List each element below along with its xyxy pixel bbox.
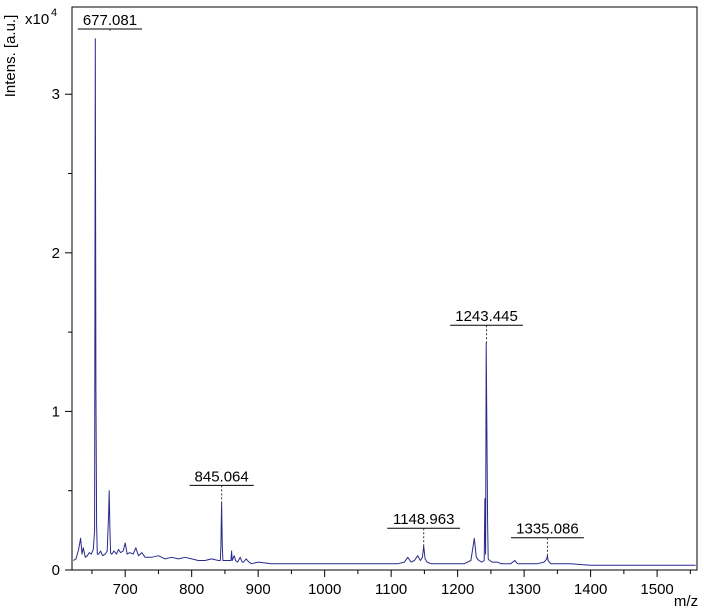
x-axis-title: m/z (674, 593, 698, 610)
peak-annotation: 1243.445 (450, 308, 523, 344)
x-tick-label: 1000 (308, 581, 341, 598)
x-tick-label: 700 (113, 581, 138, 598)
x-tick-label: 1100 (375, 581, 407, 598)
plot-area (73, 38, 696, 566)
y-tick-label: 3 (52, 86, 60, 103)
peak-annotation: 677.081 (77, 12, 143, 31)
axis-ticks: 700 800 900 1000 1100 1200 1300 1400 1500 0 1 2 3 (52, 86, 691, 598)
y-tick-label: 2 (52, 245, 60, 262)
peak-annotations: 677.081 845.064 1148.963 1243.445 1335.086 (77, 12, 584, 556)
y-tick-label: 0 (52, 562, 60, 579)
peak-label: 1148.963 (393, 511, 454, 528)
x-tick-label: 1500 (640, 581, 673, 598)
x-tick-label: 900 (246, 581, 271, 598)
peak-label: 845.064 (195, 468, 249, 485)
peak-annotation: 1335.086 (511, 521, 584, 556)
y-axis-title: Intens. [a.u.] (2, 15, 19, 98)
x-tick-label: 800 (179, 581, 204, 598)
peak-label: 677.081 (83, 12, 137, 29)
y-tick-label: 1 (52, 403, 60, 420)
plot-frame (71, 6, 698, 571)
spectrum-series-line (73, 38, 696, 566)
peak-label: 1243.445 (455, 308, 518, 325)
peak-annotation: 845.064 (189, 468, 254, 504)
peak-annotation: 1148.963 (387, 511, 461, 547)
peak-label: 1335.086 (516, 521, 579, 538)
x-tick-label: 1400 (574, 581, 607, 598)
x-tick-label: 1200 (441, 581, 474, 598)
multiplier-exponent: 4 (51, 7, 57, 19)
multiplier-label: x10 4 (25, 7, 57, 28)
multiplier-base: x10 (25, 11, 49, 28)
x-tick-label: 1300 (507, 581, 540, 598)
